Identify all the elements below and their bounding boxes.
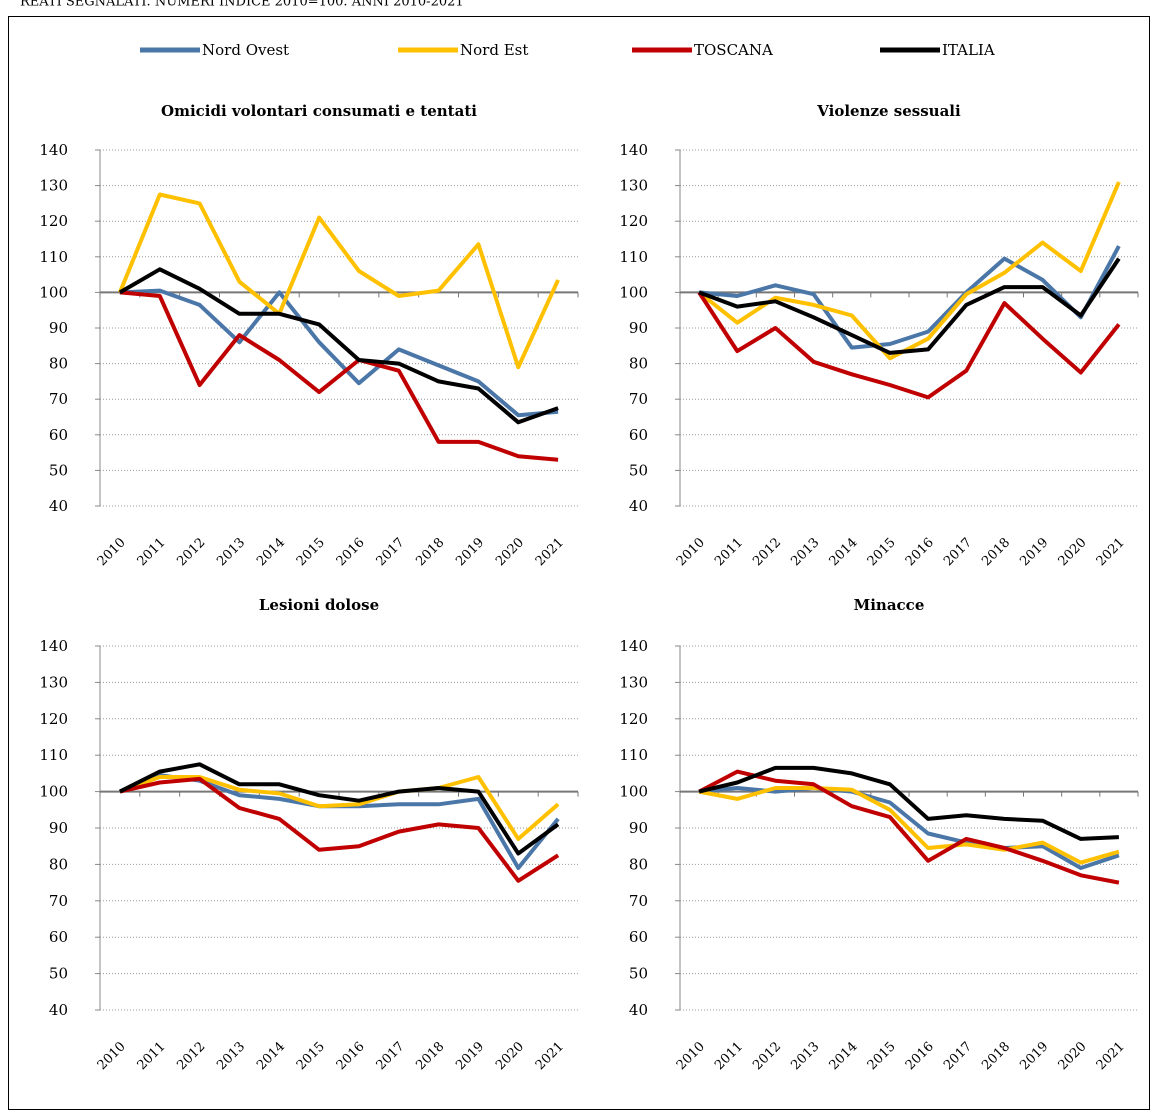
y-tick-label: 100 (619, 783, 648, 801)
series-line (118, 192, 560, 370)
y-tick-label: 40 (629, 1001, 648, 1019)
y-tick-label: 40 (49, 1001, 68, 1019)
y-tick-label: 90 (629, 319, 648, 337)
y-tick-label: 110 (619, 746, 648, 764)
y-tick-label: 120 (39, 710, 68, 728)
legend-label: TOSCANA (694, 41, 773, 59)
series-line (119, 762, 560, 856)
y-tick-label: 120 (39, 212, 68, 230)
y-tick-label: 140 (39, 141, 68, 159)
y-tick-label: 130 (39, 177, 68, 195)
y-tick-label: 70 (629, 390, 648, 408)
series-line (698, 257, 1121, 355)
y-tick-label: 140 (39, 637, 68, 655)
y-tick-label: 80 (49, 855, 68, 873)
series-line (697, 291, 1121, 400)
series-line (118, 267, 559, 425)
y-tick-label: 110 (39, 746, 68, 764)
chart-title: Minacce (854, 596, 925, 614)
y-tick-label: 140 (619, 141, 648, 159)
y-tick-label: 100 (39, 283, 68, 301)
y-tick-label: 90 (49, 819, 68, 837)
y-tick-label: 70 (49, 892, 68, 910)
y-tick-label: 70 (629, 892, 648, 910)
y-tick-label: 90 (49, 319, 68, 337)
series-line (698, 786, 1120, 865)
y-tick-label: 110 (39, 248, 68, 266)
y-tick-label: 130 (619, 177, 648, 195)
y-tick-label: 100 (39, 783, 68, 801)
y-tick-label: 100 (619, 283, 648, 301)
chart-title: Violenze sessuali (816, 102, 961, 120)
y-tick-label: 110 (619, 248, 648, 266)
y-tick-label: 120 (619, 212, 648, 230)
y-tick-label: 140 (619, 637, 648, 655)
series-line (698, 245, 1121, 350)
y-tick-label: 80 (49, 355, 68, 373)
y-tick-label: 130 (619, 673, 648, 691)
chart-title: Omicidi volontari consumati e tentati (161, 102, 477, 120)
page-title: REATI SEGNALATI. NUMERI INDICE 2010=100.… (20, 0, 464, 10)
y-tick-label: 40 (49, 497, 68, 515)
legend-label: ITALIA (942, 41, 995, 59)
legend-label: Nord Est (460, 41, 528, 59)
y-tick-label: 60 (629, 928, 648, 946)
y-tick-label: 60 (49, 426, 68, 444)
chart-title: Lesioni dolose (259, 596, 379, 614)
frame (8, 16, 1150, 1110)
y-tick-label: 60 (49, 928, 68, 946)
y-tick-label: 80 (629, 855, 648, 873)
y-tick-label: 40 (629, 497, 648, 515)
y-tick-label: 70 (49, 390, 68, 408)
series-line (119, 775, 560, 841)
y-tick-label: 120 (619, 710, 648, 728)
y-tick-label: 50 (629, 965, 648, 983)
series-line (119, 776, 560, 883)
series-line (119, 288, 559, 418)
y-tick-label: 80 (629, 355, 648, 373)
y-tick-label: 60 (629, 426, 648, 444)
series-line (119, 290, 559, 462)
y-tick-label: 50 (49, 461, 68, 479)
y-tick-label: 130 (39, 673, 68, 691)
series-line (698, 765, 1119, 841)
y-tick-label: 50 (629, 461, 648, 479)
y-tick-label: 50 (49, 965, 68, 983)
legend-label: Nord Ovest (202, 41, 289, 59)
series-line (698, 769, 1120, 885)
y-tick-label: 90 (629, 819, 648, 837)
